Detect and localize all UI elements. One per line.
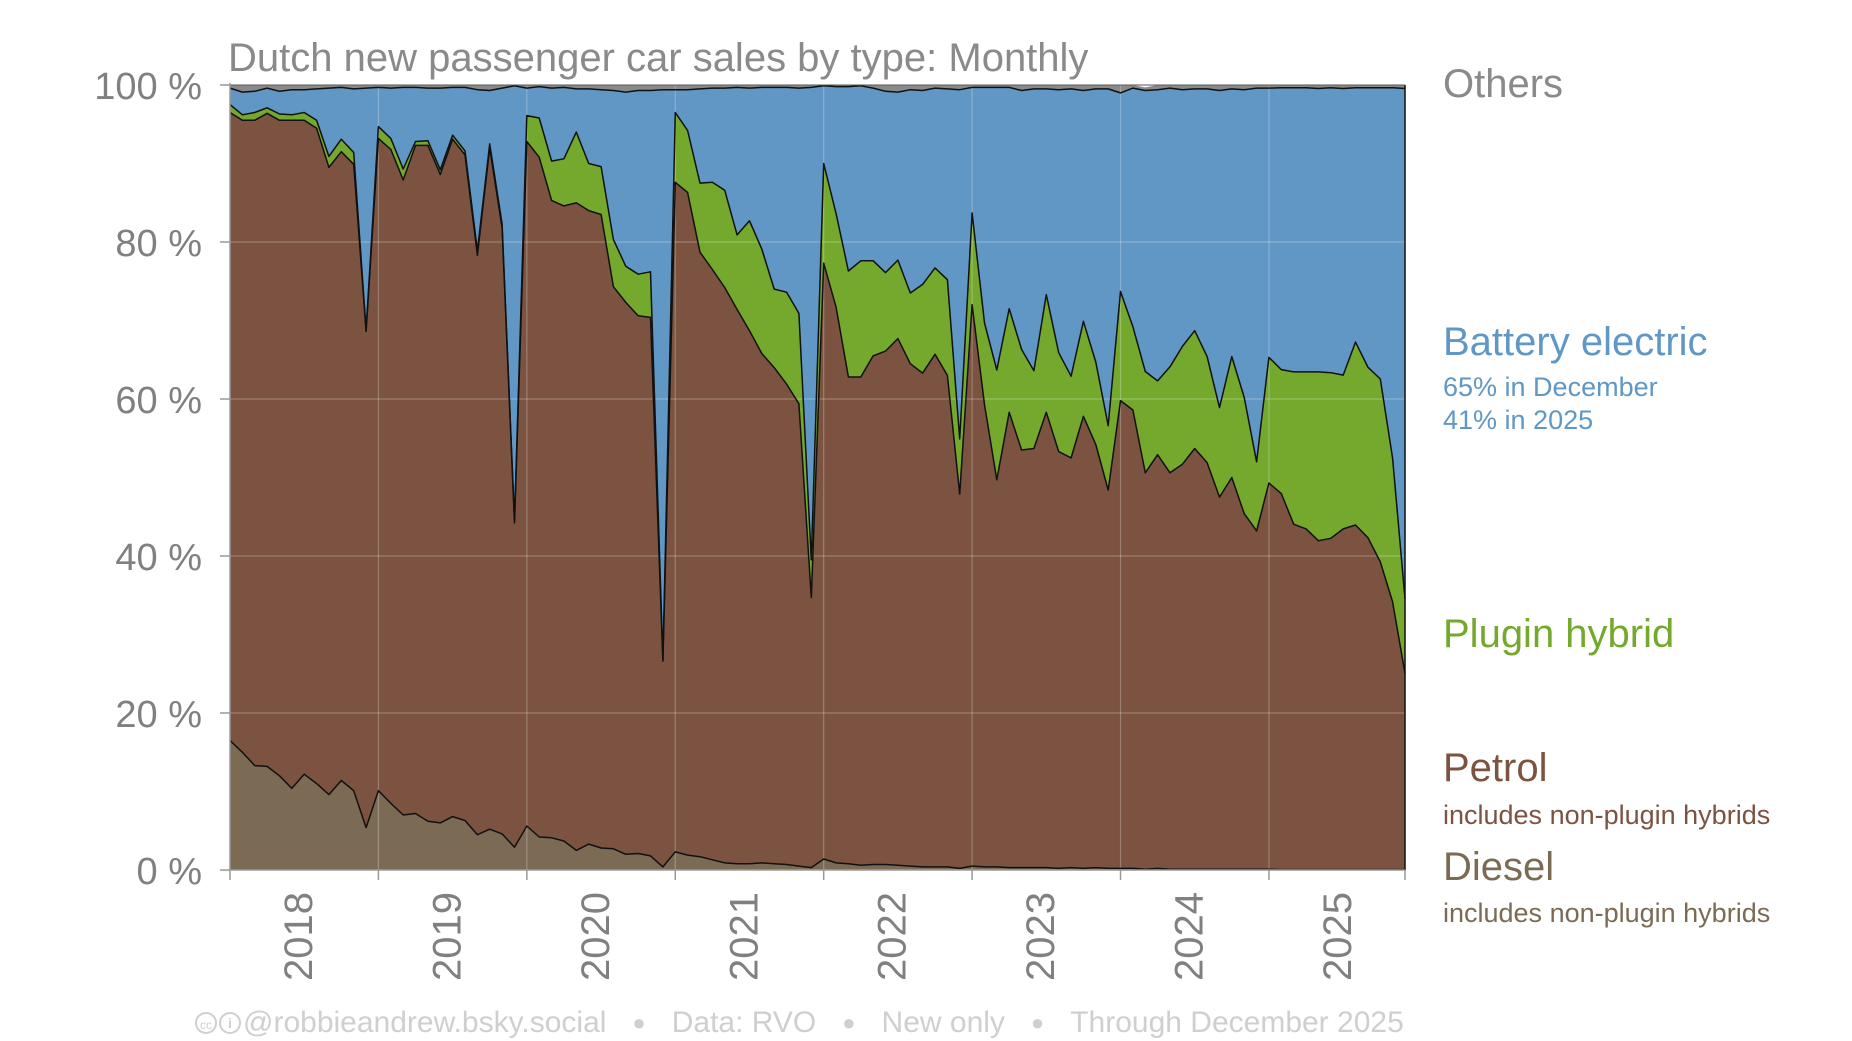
y-tick-label: 80 % <box>115 223 202 265</box>
attribution-icon: i <box>219 1012 241 1034</box>
boundary-line <box>229 104 1406 661</box>
series-outlines <box>229 84 1406 871</box>
boundary-line <box>229 85 1406 94</box>
series-areas <box>230 85 1405 870</box>
y-tick-label: 20 % <box>115 694 202 736</box>
creative-commons-icon: cc <box>195 1012 217 1034</box>
x-tick-label: 2020 <box>574 892 618 981</box>
y-tick-label: 0 % <box>137 851 202 893</box>
y-tick-labels: 0 % 20 % 40 % 60 % 80 % 100 % <box>94 66 202 893</box>
legend-label-petrol: Petrol <box>1443 746 1548 790</box>
bev-year-share: 41% in 2025 <box>1443 405 1594 435</box>
footer: cc i @robbieandrew.bsky.social ● Data: R… <box>195 1006 1404 1040</box>
legend-label-plugin-hybrid: Plugin hybrid <box>1443 612 1675 656</box>
footer-scope: New only <box>881 1006 1005 1039</box>
x-tick-label: 2025 <box>1316 892 1360 981</box>
area-diesel <box>230 740 1405 870</box>
y-tick-label: 60 % <box>115 380 202 422</box>
bev-december-share: 65% in December <box>1443 372 1658 402</box>
footer-coverage: Through December 2025 <box>1070 1006 1404 1039</box>
x-tick-label: 2018 <box>277 892 321 981</box>
gridlines <box>229 84 1405 871</box>
x-tick-label: 2022 <box>871 892 915 981</box>
axes <box>220 83 1406 880</box>
x-tick-label: 2019 <box>425 892 469 981</box>
x-tick-label: 2024 <box>1168 892 1212 981</box>
y-tick-label: 100 % <box>94 66 202 108</box>
footer-separator: ● <box>632 1010 646 1035</box>
diesel-note: includes non-plugin hybrids <box>1443 898 1771 928</box>
x-tick-labels: 2018 2019 2020 2021 2022 2023 2024 2025 <box>277 892 1360 981</box>
x-tick-label: 2023 <box>1019 892 1063 981</box>
footer-separator: ● <box>1030 1010 1045 1035</box>
chart-title: Dutch new passenger car sales by type: M… <box>228 36 1089 80</box>
footer-data-source: Data: RVO <box>671 1006 817 1039</box>
legend-label-diesel: Diesel <box>1443 845 1555 889</box>
x-tick-label: 2021 <box>722 892 766 981</box>
area-phev <box>230 104 1405 674</box>
area-bev <box>230 85 1405 660</box>
area-petrol <box>230 112 1405 870</box>
footer-separator: ● <box>842 1010 856 1035</box>
y-tick-label: 40 % <box>115 537 202 579</box>
boundary-line <box>229 739 1405 871</box>
legend-label-others: Others <box>1443 62 1564 106</box>
boundary-line <box>229 111 1406 674</box>
petrol-note: includes non-plugin hybrids <box>1443 800 1771 830</box>
footer-credit: @robbieandrew.bsky.social <box>243 1006 607 1039</box>
legend-label-battery-electric: Battery electric <box>1443 320 1708 364</box>
